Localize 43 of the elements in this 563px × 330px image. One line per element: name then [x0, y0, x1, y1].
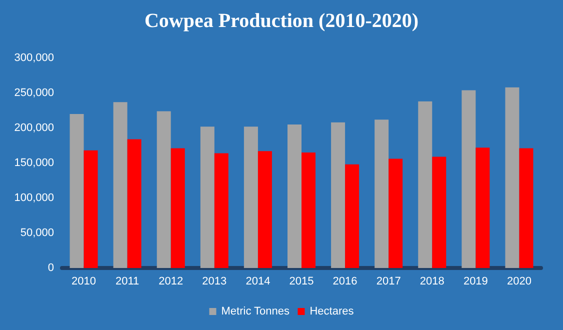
y-tick-label: 50,000 [20, 227, 54, 239]
bar [84, 150, 98, 268]
x-tick-label: 2016 [332, 276, 358, 288]
bar [388, 158, 403, 268]
bar [476, 148, 490, 268]
bar [258, 151, 272, 268]
y-tick-label: 150,000 [14, 157, 54, 169]
bar [418, 101, 432, 268]
bar [505, 87, 520, 268]
bar [200, 126, 214, 268]
y-tick-label: 300,000 [14, 52, 54, 64]
x-tick-label: 2013 [202, 276, 227, 288]
legend-label: Hectares [310, 306, 354, 318]
x-tick-label: 2015 [289, 276, 314, 288]
bar [156, 111, 171, 268]
bar [345, 164, 360, 268]
y-tick-label: 250,000 [14, 87, 54, 99]
legend-label: Metric Tonnes [221, 306, 290, 318]
bar [113, 102, 128, 268]
x-tick-label: 2010 [72, 276, 96, 288]
bar [288, 124, 302, 268]
chart-title: Cowpea Production (2010-2020) [144, 10, 419, 32]
bar [70, 114, 84, 268]
bar [127, 139, 142, 268]
y-tick-label: 200,000 [14, 122, 54, 134]
bar [170, 148, 185, 268]
x-tick-label: 2017 [376, 276, 401, 288]
bar [214, 153, 228, 268]
bar [331, 122, 346, 268]
y-tick-label: 100,000 [14, 192, 54, 204]
bar [432, 156, 446, 268]
bar [302, 152, 316, 268]
bar [244, 126, 258, 268]
x-tick-label: 2014 [246, 276, 270, 288]
bar [374, 120, 389, 268]
x-tick-label: 2011 [115, 276, 140, 288]
bar [519, 148, 534, 268]
x-tick-label: 2019 [463, 276, 488, 288]
x-tick-label: 2020 [506, 276, 532, 288]
bar [462, 90, 476, 268]
x-tick-label: 2012 [158, 276, 184, 288]
y-tick-label: 0 [48, 262, 54, 274]
x-tick-label: 2018 [420, 276, 444, 288]
